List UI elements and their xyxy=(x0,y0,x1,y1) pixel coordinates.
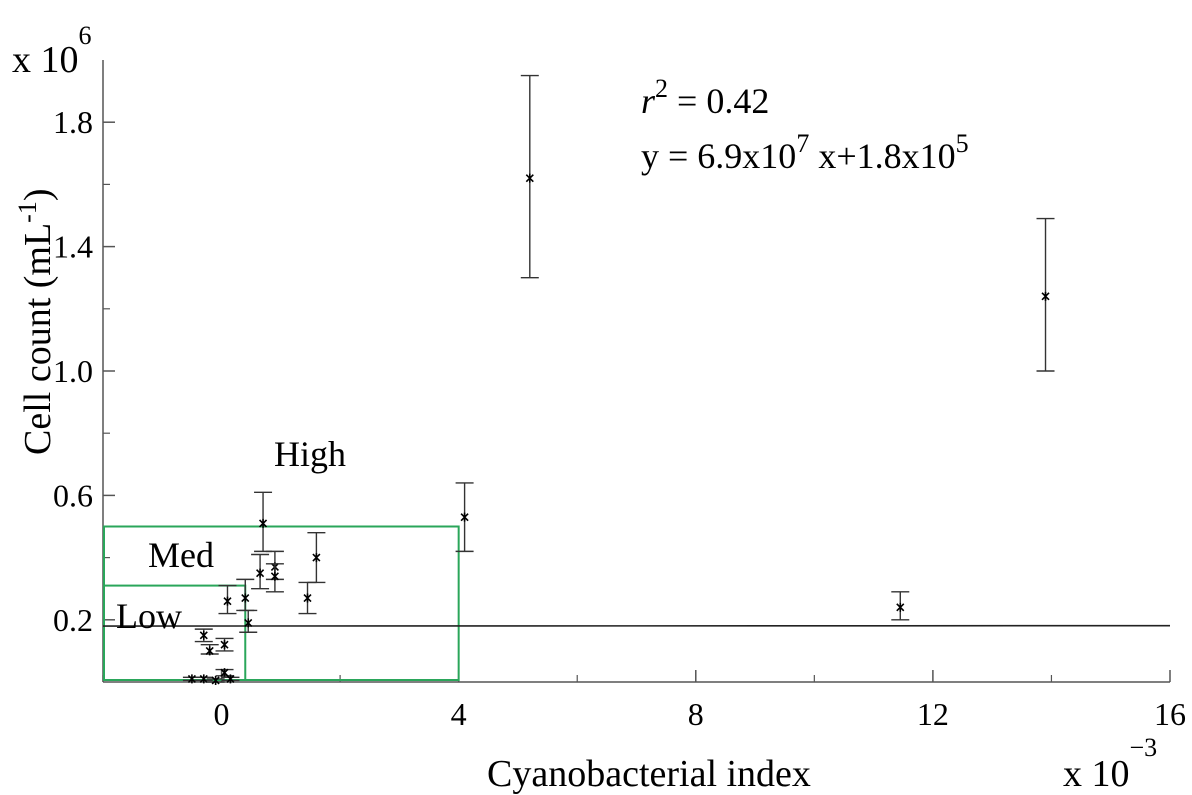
r-squared-annotation: r2 = 0.42 xyxy=(641,74,769,121)
data-point xyxy=(221,674,240,684)
y-tick-label: 0.2 xyxy=(53,602,93,638)
data-point xyxy=(265,563,284,593)
data-point xyxy=(218,584,237,615)
x-tick-label: 0 xyxy=(214,696,230,732)
point-marker xyxy=(223,596,232,606)
region-label-low: Low xyxy=(116,596,182,636)
data-point xyxy=(298,581,317,615)
point-marker xyxy=(256,568,265,578)
data-point xyxy=(194,628,213,643)
point-marker xyxy=(312,553,321,563)
data-point xyxy=(1036,217,1055,372)
point-marker xyxy=(896,602,905,612)
data-point xyxy=(455,482,474,553)
region-box-med xyxy=(103,525,460,681)
data-point xyxy=(251,553,270,590)
data-points xyxy=(182,74,1055,685)
x-axis-title: Cyanobacterial index xyxy=(487,753,811,795)
point-marker xyxy=(1041,291,1050,301)
point-marker xyxy=(270,571,279,581)
point-marker xyxy=(205,646,214,656)
data-point xyxy=(215,637,234,652)
point-marker xyxy=(525,173,534,183)
x-tick-label: 8 xyxy=(688,696,704,732)
data-point xyxy=(239,609,258,633)
point-marker xyxy=(303,593,312,603)
point-marker xyxy=(187,674,196,684)
data-point xyxy=(307,532,326,584)
y-tick-label: 1.4 xyxy=(53,229,93,265)
region-label-high: High xyxy=(274,434,346,474)
y-tick-label: 1.0 xyxy=(53,353,93,389)
y-tick-label: 1.8 xyxy=(53,104,93,140)
point-marker xyxy=(199,630,208,640)
x-tick-label: 12 xyxy=(917,696,949,732)
point-marker xyxy=(460,512,469,522)
y-tick-label: 0.6 xyxy=(53,477,93,513)
data-point xyxy=(254,491,273,553)
regression-equation: y = 6.9x107 x+1.8x105 xyxy=(641,129,969,176)
point-marker xyxy=(220,640,229,650)
x-tick-label: 16 xyxy=(1154,696,1186,732)
data-point xyxy=(891,591,910,621)
point-marker xyxy=(220,668,229,678)
y-multiplier: x 106 xyxy=(12,21,92,81)
y-axis-title: Cell count (mL-1) xyxy=(13,188,59,455)
point-marker xyxy=(226,674,235,684)
point-marker xyxy=(241,593,250,603)
tick-labels: 0 4 8 12 16 0.2 0.6 1.0 1.4 1.8 xyxy=(53,104,1186,732)
data-point xyxy=(236,578,255,612)
data-point xyxy=(520,74,539,279)
region-label-med: Med xyxy=(148,535,214,575)
x-tick-label: 4 xyxy=(451,696,467,732)
point-marker xyxy=(211,675,220,685)
point-marker xyxy=(244,618,253,628)
point-marker xyxy=(199,674,208,684)
point-marker xyxy=(258,518,268,528)
data-point xyxy=(206,675,225,685)
data-point xyxy=(194,674,213,684)
data-point xyxy=(200,643,219,656)
x-multiplier: x 10−3 xyxy=(1063,733,1157,795)
